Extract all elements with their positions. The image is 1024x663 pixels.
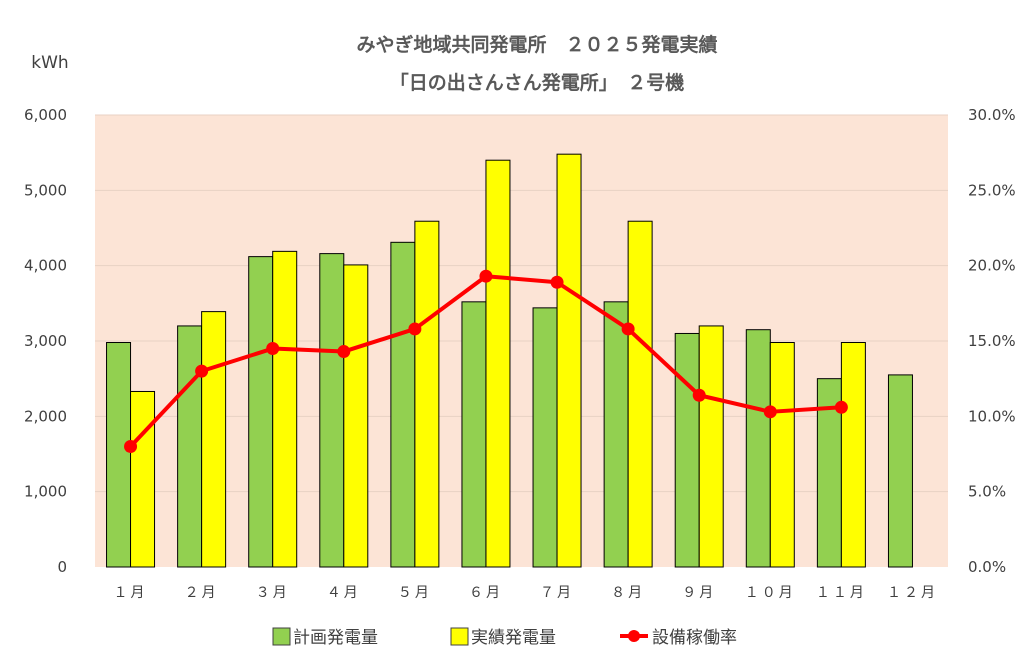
x-tick-label: ８月	[611, 585, 645, 601]
y2-tick-label: 10.0%	[968, 407, 1016, 425]
y-tick-label: 4,000	[24, 257, 67, 275]
x-tick-label: ７月	[540, 585, 574, 601]
legend-swatch-actual	[450, 627, 469, 646]
x-tick-label: ２月	[185, 585, 219, 601]
y-axis-unit-label: kWh	[31, 53, 68, 73]
x-tick-label: ３月	[256, 585, 290, 601]
actual-bar	[627, 220, 653, 568]
bar-series-group	[106, 153, 913, 568]
plan-bar	[390, 241, 416, 568]
left-axis-ticks: 0 1,000 2,000 3,000 4,000 5,000 6,000	[24, 106, 67, 576]
plan-bar	[177, 325, 203, 568]
actual-bar	[130, 390, 156, 568]
rate-point	[550, 275, 564, 289]
x-tick-label: ９月	[682, 585, 716, 601]
x-tick-label: １２月	[887, 585, 938, 601]
rate-point	[763, 405, 777, 419]
legend-label-actual: 実績発電量	[471, 628, 556, 648]
y2-tick-label: 15.0%	[968, 332, 1016, 350]
actual-bar	[414, 220, 440, 568]
actual-bar	[840, 342, 866, 568]
actual-bar	[272, 250, 298, 568]
rate-point	[479, 269, 493, 283]
plan-bar	[532, 307, 558, 568]
rate-point	[266, 342, 280, 356]
plan-bar	[461, 301, 487, 568]
plan-bar	[106, 342, 132, 568]
y-tick-label: 6,000	[24, 106, 67, 124]
y-tick-label: 3,000	[24, 332, 67, 350]
plan-bar	[674, 332, 700, 568]
x-tick-label: １１月	[816, 585, 867, 601]
legend-swatch-plan	[272, 627, 291, 646]
line-series-group	[124, 269, 848, 453]
plan-bar	[603, 301, 629, 568]
plan-bar	[745, 329, 771, 568]
x-tick-label: ４月	[327, 585, 361, 601]
y2-tick-label: 20.0%	[968, 257, 1016, 275]
x-tick-label: １月	[114, 585, 148, 601]
actual-bar	[343, 264, 369, 568]
y2-tick-label: 5.0%	[968, 483, 1006, 501]
category-axis-ticks: １月 ２月 ３月 ４月 ５月 ６月 ７月 ８月 ９月 １０月 １１月 １２月	[114, 585, 938, 601]
plan-bar	[319, 253, 345, 568]
chart-subtitle: 「日の出さんさん発電所」 ２号機	[390, 71, 685, 94]
y2-tick-label: 25.0%	[968, 181, 1016, 199]
legend: 計画発電量 実績発電量 設備稼働率	[272, 627, 737, 648]
rate-point	[692, 388, 706, 402]
actual-bar	[556, 153, 582, 568]
x-tick-label: ６月	[469, 585, 503, 601]
actual-bar	[769, 342, 795, 568]
rate-point	[834, 400, 848, 414]
legend-marker-rate	[628, 630, 640, 642]
rate-point	[124, 439, 138, 453]
rate-point	[195, 364, 209, 378]
plan-bar	[887, 374, 913, 568]
y-tick-label: 2,000	[24, 407, 67, 425]
right-axis-ticks: 0.0% 5.0% 10.0% 15.0% 20.0% 25.0% 30.0%	[968, 106, 1016, 576]
rate-point	[337, 345, 351, 359]
y-tick-label: 1,000	[24, 483, 67, 501]
rate-point	[408, 322, 422, 336]
plan-bar	[248, 256, 274, 568]
x-tick-label: １０月	[745, 585, 796, 601]
actual-bar	[485, 159, 511, 568]
gridlines	[95, 114, 948, 493]
chart-title: みやぎ地域共同発電所 ２０２５発電実績	[356, 33, 717, 56]
y-tick-label: 5,000	[24, 181, 67, 199]
y2-tick-label: 0.0%	[968, 558, 1006, 576]
actual-bar	[201, 311, 227, 568]
rate-point	[621, 322, 635, 336]
x-tick-label: ５月	[398, 585, 432, 601]
y-tick-label: 0	[57, 558, 67, 576]
legend-label-rate: 設備稼働率	[652, 628, 737, 648]
y2-tick-label: 30.0%	[968, 106, 1016, 124]
actual-bar	[698, 325, 724, 568]
legend-label-plan: 計画発電量	[293, 628, 378, 648]
